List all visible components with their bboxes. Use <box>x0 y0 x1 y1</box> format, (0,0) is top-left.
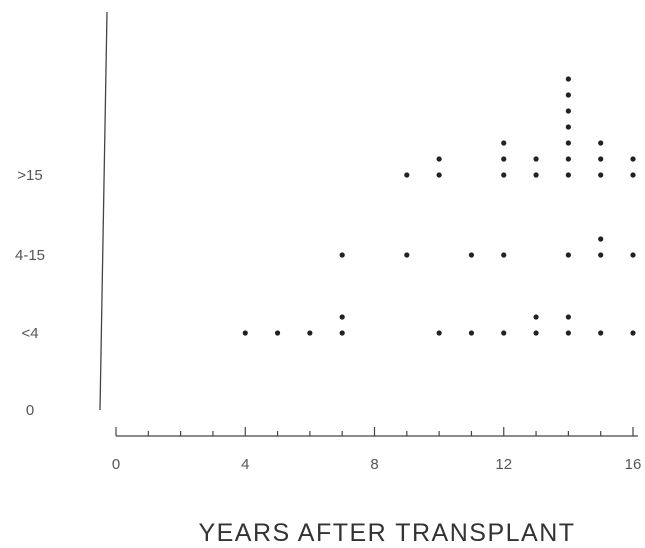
data-point <box>565 76 571 82</box>
data-point <box>598 172 604 178</box>
data-point <box>630 156 636 162</box>
x-axis-ticks: 0 4 8 12 16 <box>112 427 642 473</box>
data-point <box>274 330 281 336</box>
data-point <box>404 252 410 258</box>
y-axis-line <box>99 11 108 411</box>
data-point <box>436 330 442 336</box>
data-point <box>598 140 604 146</box>
x-tick-label: 16 <box>625 456 642 473</box>
data-point <box>565 172 571 178</box>
data-point <box>436 172 442 178</box>
x-tick-label: 12 <box>495 456 512 473</box>
data-point <box>598 236 604 242</box>
y-axis <box>99 11 108 411</box>
data-point <box>565 140 571 146</box>
data-point <box>339 252 345 258</box>
y-category-label: >15 <box>17 167 42 184</box>
data-point <box>598 252 604 258</box>
y-axis-category-labels: 0 <4 4-15 >15 <box>15 167 45 419</box>
data-point <box>630 330 636 336</box>
x-tick-label: 4 <box>241 456 249 473</box>
data-point <box>565 156 571 162</box>
data-point <box>501 172 507 178</box>
y-category-label: 4-15 <box>15 247 45 264</box>
data-point <box>501 330 507 336</box>
data-point <box>501 140 507 146</box>
data-point <box>436 156 442 162</box>
x-axis-title: YEARS AFTER TRANSPLANT <box>198 519 575 547</box>
data-point <box>468 330 475 336</box>
data-point <box>565 108 571 114</box>
data-point <box>565 92 571 98</box>
data-point <box>307 330 313 336</box>
data-point <box>468 252 475 258</box>
data-point <box>565 124 571 130</box>
data-point <box>533 314 539 320</box>
data-point <box>501 156 507 162</box>
data-point <box>630 172 636 178</box>
data-point <box>339 314 345 320</box>
data-point <box>404 172 410 178</box>
y-category-label: 0 <box>26 402 34 419</box>
data-points <box>242 76 636 336</box>
data-point <box>339 330 345 336</box>
y-category-label: <4 <box>21 325 38 342</box>
data-point <box>242 330 248 336</box>
data-point <box>598 330 604 336</box>
x-tick-label: 0 <box>112 456 120 473</box>
data-point <box>565 330 571 336</box>
data-point <box>501 252 507 258</box>
data-point <box>565 252 571 258</box>
data-point <box>533 156 539 162</box>
data-point <box>533 172 539 178</box>
data-point <box>533 330 539 336</box>
x-tick-label: 8 <box>370 456 378 473</box>
data-point <box>598 156 604 162</box>
data-point <box>565 314 571 320</box>
data-point <box>630 252 636 258</box>
